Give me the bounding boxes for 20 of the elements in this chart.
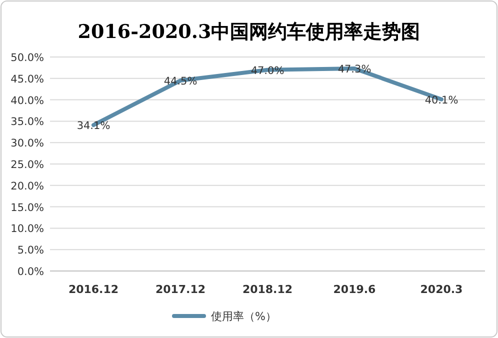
y-tick-label: 30.0% (10, 138, 44, 150)
y-tick-label: 0.0% (17, 266, 44, 278)
y-tick-label: 15.0% (10, 202, 44, 214)
x-tick-label: 2019.6 (333, 283, 376, 296)
x-tick-label: 2020.3 (420, 283, 463, 296)
y-tick-label: 50.0% (10, 52, 44, 64)
data-label: 34.1% (76, 120, 110, 132)
y-tick-label: 20.0% (10, 180, 44, 192)
y-tick-label: 40.0% (10, 94, 44, 107)
y-tick-label: 35.0% (10, 116, 44, 128)
chart-title: 2016-2020.3中国网约车使用率走势图 (78, 21, 420, 43)
x-tick-label: 2016.12 (68, 283, 119, 296)
y-tick-label: 25.0% (10, 159, 44, 171)
legend-label: 使用率（%） (211, 310, 276, 323)
x-tick-label: 2017.12 (155, 283, 206, 296)
y-tick-label: 10.0% (10, 223, 44, 236)
y-tick-label: 45.0% (10, 73, 44, 86)
data-label: 40.1% (424, 94, 458, 106)
x-tick-label: 2018.12 (242, 283, 293, 296)
y-tick-label: 5.0% (17, 244, 44, 257)
